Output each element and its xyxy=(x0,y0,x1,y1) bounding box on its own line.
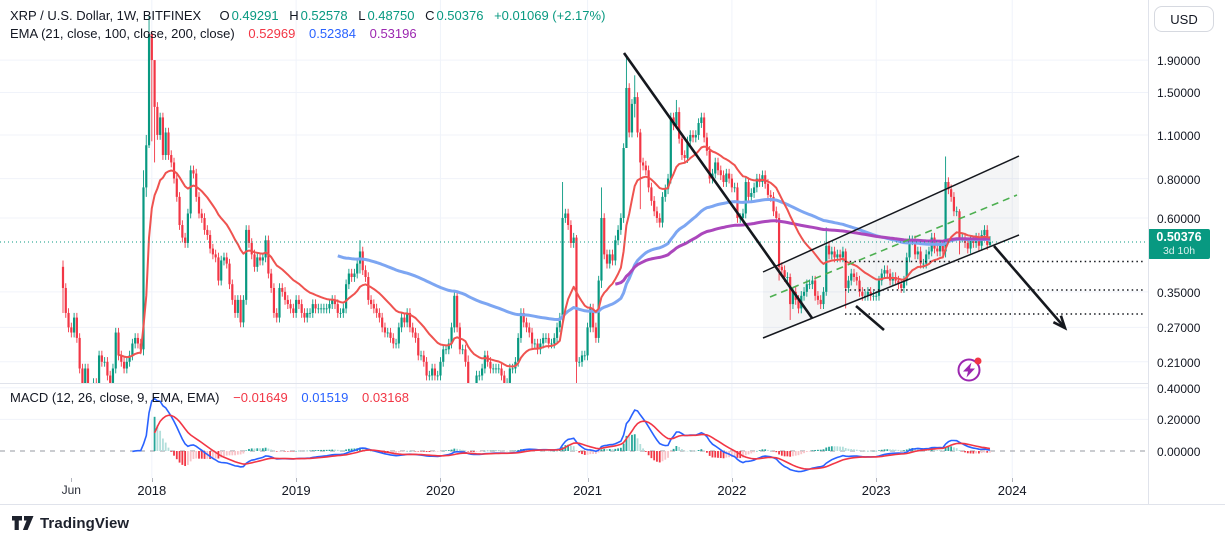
channel-midline-dashed[interactable] xyxy=(769,194,1018,298)
time-axis[interactable]: Jun 2018 2019 2020 2021 2022 2023 2024 xyxy=(0,478,1148,504)
macd-tick-label: 0.40000 xyxy=(1157,381,1201,396)
tradingview-logo-icon xyxy=(12,515,34,530)
close-label: C xyxy=(425,8,435,23)
macd-tick-label: 0.00000 xyxy=(1157,445,1201,459)
footer-separator xyxy=(0,504,1225,505)
time-tick-mark xyxy=(1012,478,1014,482)
ema200-line xyxy=(614,219,990,286)
channel-lower-line[interactable] xyxy=(762,234,1020,339)
ema21-value: 0.52969 xyxy=(248,26,296,41)
low-label: L xyxy=(358,8,366,23)
chart-canvas[interactable] xyxy=(0,0,1148,478)
time-tick-mark xyxy=(587,478,589,482)
time-axis-label-2022: 2022 xyxy=(717,483,747,498)
ema-label: EMA (21, close, 100, close, 200, close) xyxy=(10,26,235,41)
macd-hist-value: −0.01649 xyxy=(233,390,288,405)
macd-legend-row[interactable]: MACD (12, 26, close, 9, EMA, EMA) −0.016… xyxy=(10,390,411,405)
time-axis-label-2023: 2023 xyxy=(861,483,891,498)
footer-bar: TradingView xyxy=(0,505,1225,541)
pane-separator[interactable] xyxy=(0,383,1225,384)
price-tick-label: 0.60000 xyxy=(1157,211,1201,226)
down-arrow-head xyxy=(1052,315,1068,331)
time-tick-mark xyxy=(440,478,442,482)
time-tick-mark xyxy=(731,478,733,482)
ema200-value: 0.53196 xyxy=(369,26,417,41)
downtrend-line[interactable] xyxy=(622,52,814,319)
breakdown-segment[interactable] xyxy=(855,305,885,331)
close-value: 0.50376 xyxy=(436,8,484,23)
channel-upper-line[interactable] xyxy=(762,155,1020,273)
last-price-value: 0.50376 xyxy=(1156,230,1202,244)
currency-button[interactable]: USD xyxy=(1154,6,1214,32)
price-tick-label: 1.50000 xyxy=(1157,86,1201,101)
ema-legend-row[interactable]: EMA (21, close, 100, close, 200, close) … xyxy=(10,26,419,41)
time-axis-label-jun: Jun xyxy=(61,483,81,497)
time-axis-label-2020: 2020 xyxy=(425,483,455,498)
high-label: H xyxy=(289,8,299,23)
time-tick-mark xyxy=(876,478,878,482)
macd-signal-value: 0.03168 xyxy=(361,390,409,405)
bar-countdown: 3d 10h xyxy=(1162,245,1196,257)
macd-line-value: 0.01519 xyxy=(301,390,349,405)
event-lightning-icon[interactable] xyxy=(957,357,982,382)
macd-tick-label: 0.20000 xyxy=(1157,413,1201,428)
price-tick-label: 0.80000 xyxy=(1157,172,1201,187)
symbol-title[interactable]: XRP / U.S. Dollar, 1W, BITFINEX xyxy=(10,8,202,23)
price-axis[interactable]: USD 0.50376 3d 10h 1.90000 1.50000 1.10000… xyxy=(1148,0,1225,504)
tradingview-logo-text: TradingView xyxy=(40,514,130,532)
ema100-value: 0.52384 xyxy=(308,26,356,41)
time-tick-mark xyxy=(296,478,298,482)
open-value: 0.49291 xyxy=(231,8,279,23)
time-axis-label-2024: 2024 xyxy=(997,483,1027,498)
price-tick-label: 0.35000 xyxy=(1157,285,1201,300)
high-value: 0.52578 xyxy=(300,8,348,23)
price-tick-label: 0.21000 xyxy=(1157,355,1201,370)
time-tick-mark xyxy=(151,478,153,482)
ema21-line xyxy=(118,145,991,368)
symbol-legend-row: XRP / U.S. Dollar, 1W, BITFINEX O 0.49291… xyxy=(10,8,607,23)
price-pane xyxy=(0,0,1148,383)
change-value: +0.01069 (+2.17%) xyxy=(494,8,606,23)
low-value: 0.48750 xyxy=(367,8,415,23)
price-tick-label: 1.90000 xyxy=(1157,54,1201,69)
time-axis-label-2019: 2019 xyxy=(281,483,311,498)
time-axis-label-2018: 2018 xyxy=(137,483,167,498)
time-tick-mark xyxy=(71,478,73,482)
last-price-badge: 0.50376 3d 10h xyxy=(1148,229,1210,259)
macd-pane xyxy=(0,384,1148,478)
macd-grid-layer xyxy=(0,384,1148,478)
drawings-layer[interactable] xyxy=(622,52,1145,339)
price-tick-label: 1.10000 xyxy=(1157,128,1201,143)
axis-border xyxy=(1148,0,1149,504)
tradingview-logo[interactable]: TradingView xyxy=(12,515,129,532)
open-label: O xyxy=(219,8,230,23)
price-tick-label: 0.27000 xyxy=(1157,321,1201,336)
macd-label: MACD (12, 26, close, 9, EMA, EMA) xyxy=(10,390,220,405)
time-axis-label-2021: 2021 xyxy=(573,483,603,498)
down-arrow[interactable] xyxy=(993,245,1066,329)
macd-signal-line xyxy=(153,414,991,470)
notification-dot xyxy=(974,357,982,365)
